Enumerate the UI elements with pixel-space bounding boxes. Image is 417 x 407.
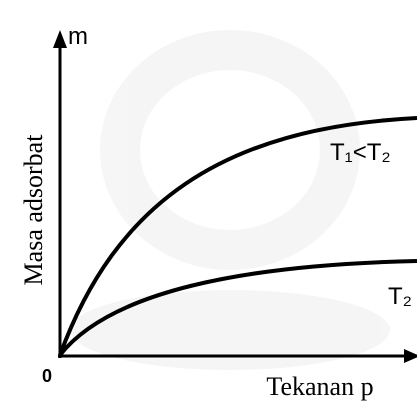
curve-label: T₂	[388, 283, 412, 310]
origin-label: 0	[42, 366, 52, 386]
y-axis-title: Masa adsorbat	[19, 134, 48, 286]
x-arrow	[404, 349, 417, 363]
watermark	[70, 30, 390, 370]
y-axis-label: m	[68, 23, 88, 50]
y-arrow	[53, 30, 67, 48]
x-axis-title: Tekanan p	[266, 372, 373, 401]
diagram: m 0 Masa adsorbat Tekanan p T₁<T₂ T₂	[0, 0, 417, 407]
curve-label: T₁<T₂	[330, 139, 391, 166]
